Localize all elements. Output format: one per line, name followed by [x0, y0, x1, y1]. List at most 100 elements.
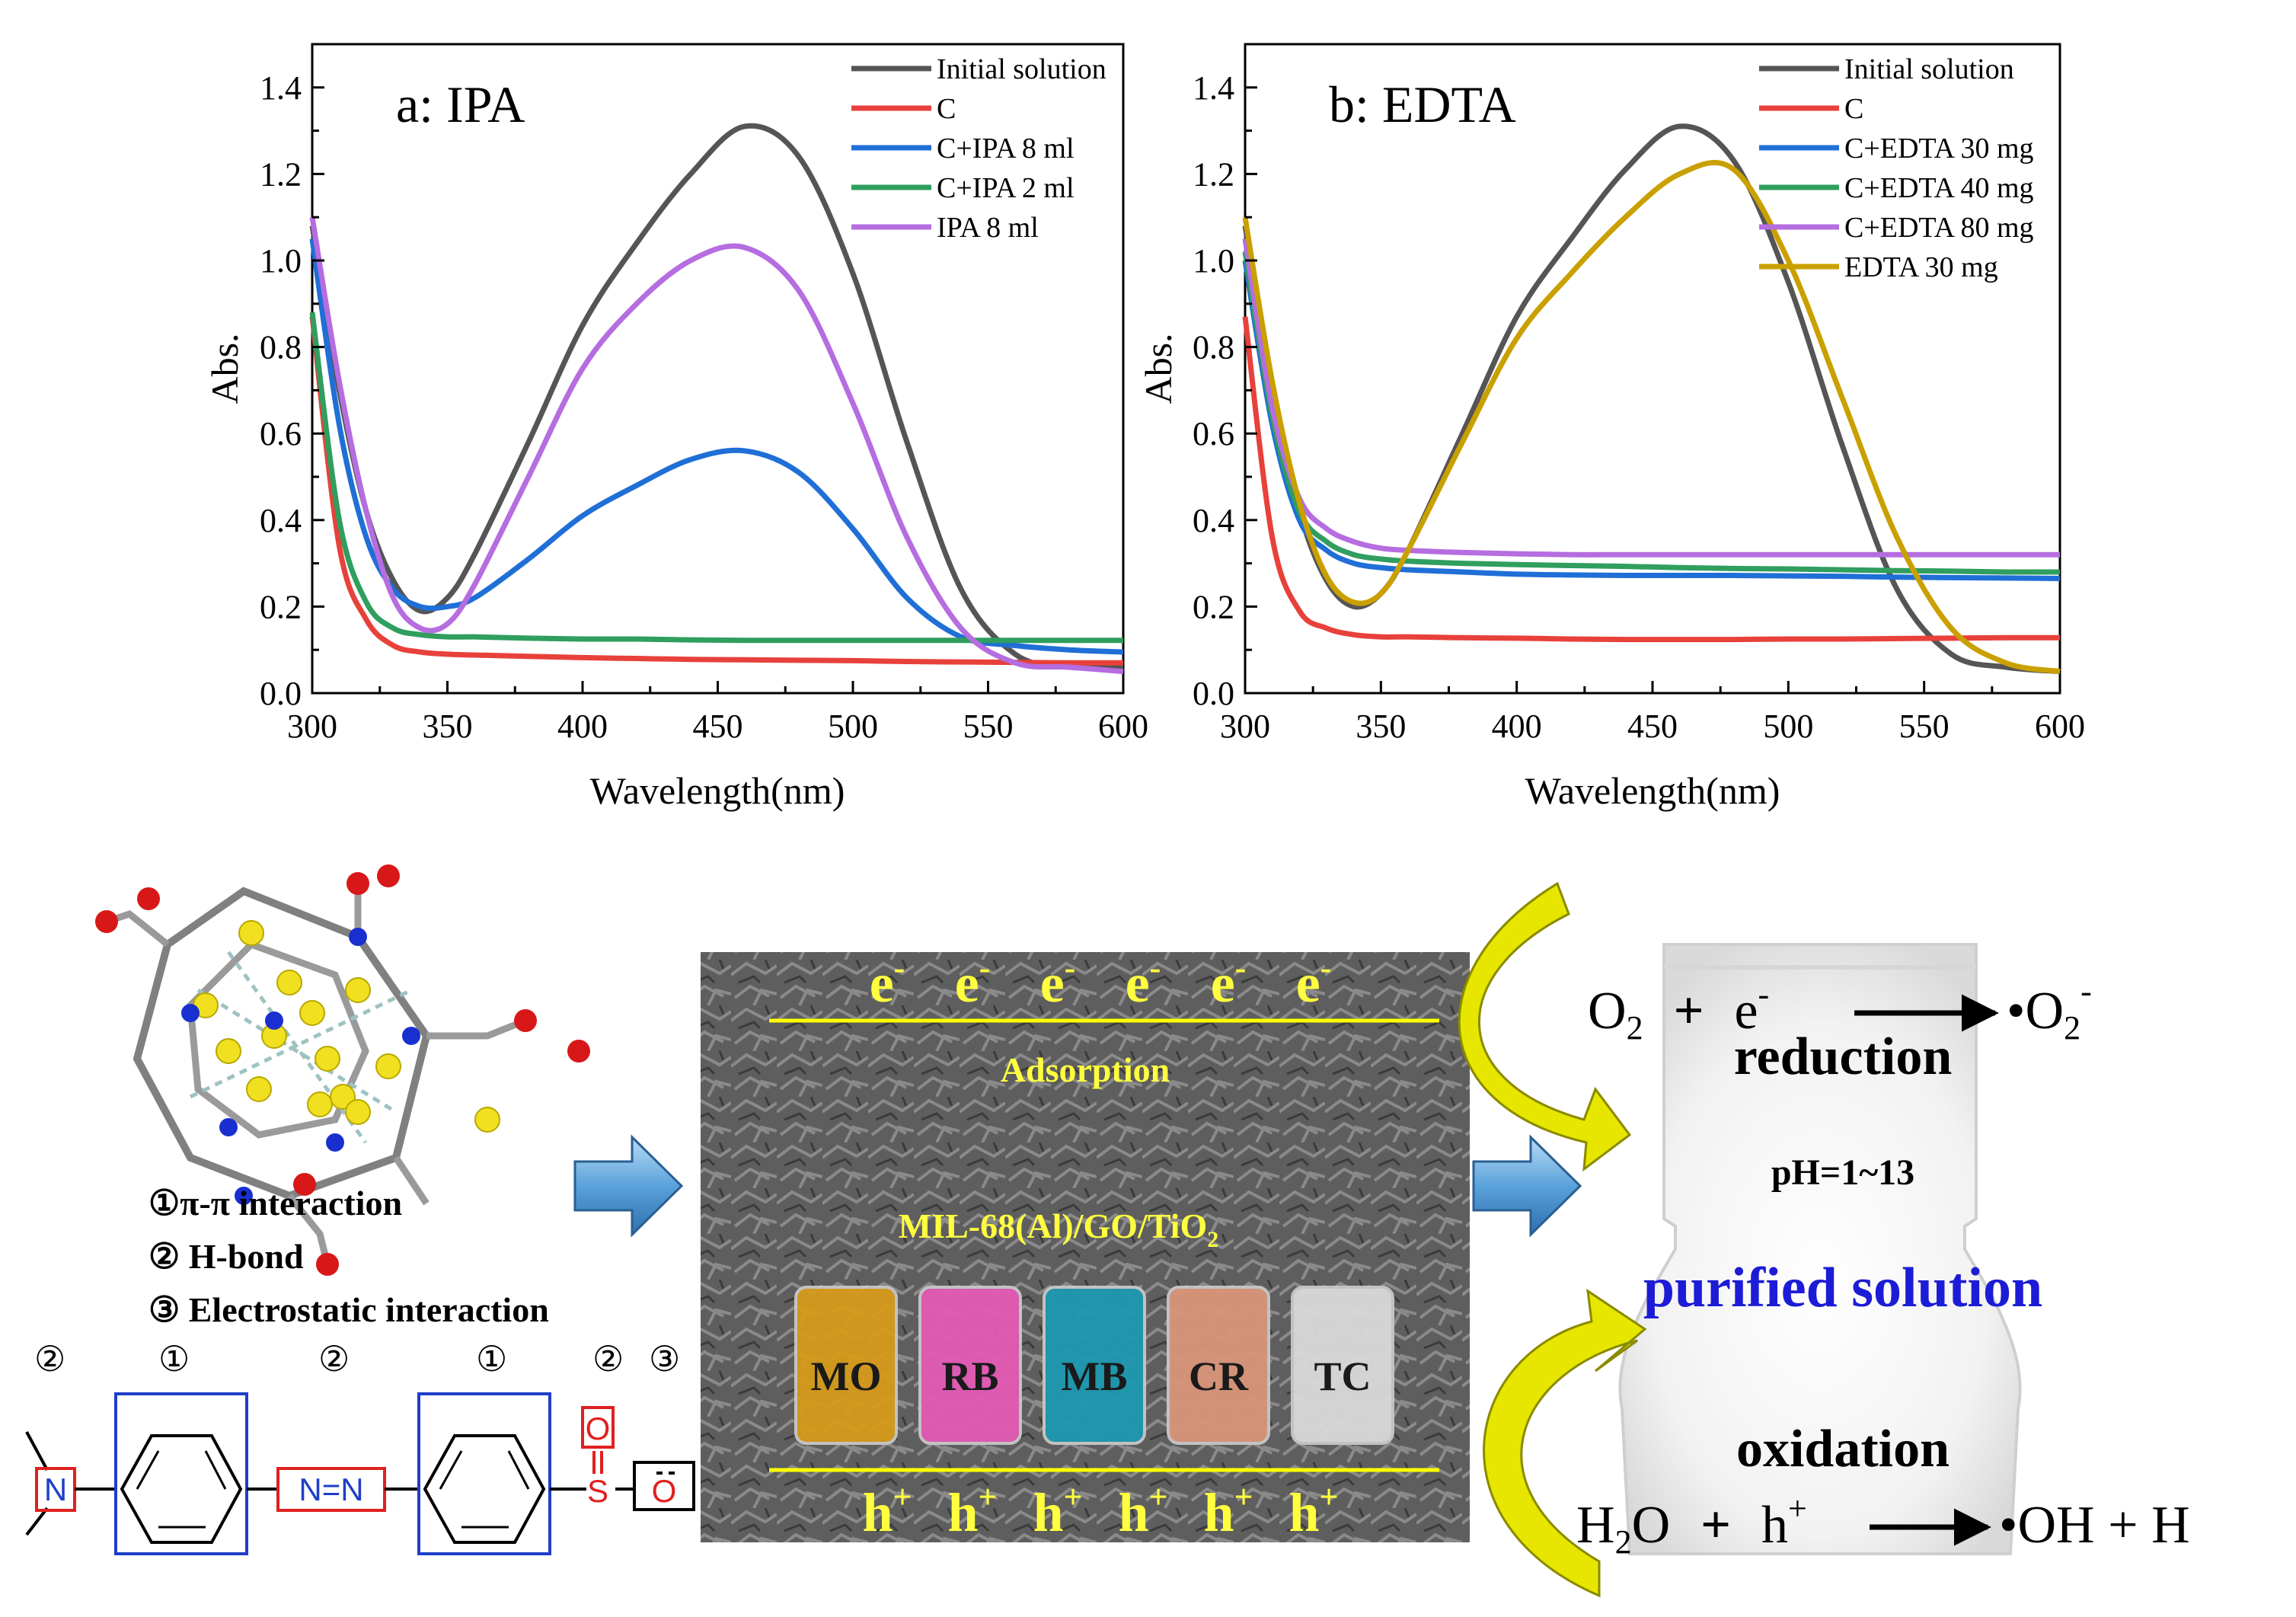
chart-1-legend-label-5: EDTA 30 mg	[1844, 251, 1998, 283]
chart-0-series-1	[309, 316, 1124, 666]
dye-vials: MO RB MB CR TC	[794, 1286, 1394, 1445]
sulfur-atom	[345, 1099, 371, 1125]
site-marker-n: ②	[34, 1340, 65, 1379]
chart-0-xtick-label: 400	[557, 708, 608, 745]
vial-mo	[794, 1286, 898, 1445]
chart-1-legend-label-1: C	[1844, 93, 1863, 125]
chart-0-xtick-label: 550	[963, 708, 1014, 745]
chart-0-xtick-label: 300	[287, 708, 337, 745]
sem-image-background	[701, 952, 1470, 1542]
chart-1-ytick-label: 0.8	[1193, 329, 1234, 366]
oxygen-atom	[316, 1253, 339, 1276]
benzene-ring-1	[120, 1434, 243, 1544]
chart-b-legend: Initial solution C C+EDTA 30 mg C+EDTA 40 m…	[1759, 53, 2034, 283]
chart-1-ytick-label: 1.4	[1193, 69, 1234, 107]
chart-b-xlabel: Wavelength(nm)	[1525, 769, 1780, 812]
chart-0-ytick-label: 1.2	[260, 155, 302, 193]
chart-1-xtick-label: 400	[1492, 708, 1542, 745]
purified-solution-label: purified solution	[1643, 1257, 2042, 1319]
chart-0-xtick-label: 600	[1098, 708, 1148, 745]
vial-cr	[1167, 1286, 1270, 1445]
chart-a: 300 350 400 450 500 550 600 0.0 0.2 0.4 0.6 0.8 1.0 1…	[203, 43, 1148, 812]
catalyst-label: MIL-68(Al)/GO/TiO2	[899, 1206, 1219, 1252]
site-marker-azo: ②	[318, 1340, 350, 1379]
chart-1-ytick-label: 1.0	[1193, 242, 1234, 280]
oxygen-atom	[377, 864, 400, 887]
methyl-orange-molecule: N N=N O S O	[25, 1392, 695, 1555]
arrow-to-solution	[1472, 1134, 1582, 1238]
chart-1-legend-label-2: C+EDTA 30 mg	[1844, 133, 2034, 165]
sulfur-atom	[246, 1076, 272, 1102]
interaction-h-bond: ② H-bond	[148, 1237, 304, 1276]
chart-1-xtick-label: 300	[1220, 708, 1270, 745]
s-o-double-bond	[592, 1451, 603, 1474]
ring-1-double-bonds	[136, 1450, 227, 1529]
vial-mb	[1043, 1286, 1146, 1445]
sulfur-atom	[238, 920, 264, 946]
interaction-electrostatic: ③ Electrostatic interaction	[148, 1290, 549, 1329]
chart-b-series-layer	[1242, 123, 2061, 675]
vial-label-mo: MO	[811, 1353, 882, 1399]
chart-1-series-2	[1242, 260, 2061, 581]
flask-outline	[1618, 943, 2022, 1555]
o-top-box	[581, 1406, 615, 1449]
o-top-atom: O	[586, 1411, 611, 1446]
site-marker-ring-2: ①	[476, 1340, 507, 1379]
chart-0-legend-label-3: C+IPA 2 ml	[937, 172, 1075, 204]
sulfur-atom	[216, 1038, 241, 1064]
chart-1-ytick-label: 0.6	[1193, 415, 1234, 452]
electron-0: e-	[870, 949, 905, 1014]
chart-0-legend-label-1: C	[937, 93, 956, 125]
azo-group: N=N	[299, 1472, 363, 1507]
chart-0-ytick-label: 1.4	[260, 69, 302, 107]
arrow-to-catalyst	[573, 1134, 684, 1238]
oxygen-atom	[95, 910, 118, 933]
aluminium-atom	[219, 1118, 238, 1136]
sulfur-atom	[474, 1107, 500, 1133]
chart-0-ytick-label: 0.4	[260, 502, 302, 539]
chart-1-ytick-label: 0.4	[1193, 502, 1234, 539]
superoxide-radical: •O2-	[2007, 973, 2092, 1047]
chart-1-ytick-label: 0.2	[1193, 588, 1234, 625]
site-marker-so3: ②	[592, 1340, 624, 1379]
hole-transfer-arrow	[1483, 1288, 1647, 1598]
chart-a-ylabel: Abs.	[203, 333, 246, 404]
vial-label-rb: RB	[941, 1353, 998, 1399]
mof-atoms	[95, 864, 590, 1276]
oxygen-atom	[137, 887, 160, 910]
s-atom: S	[587, 1473, 608, 1509]
mof-linkers	[105, 891, 527, 1266]
chart-b-title: b: EDTA	[1329, 75, 1516, 133]
sulfur-atom	[307, 1091, 333, 1117]
site-marker-o-minus: ③	[649, 1340, 680, 1379]
interaction-list: ①π-π interaction ② H-bond ③ Electrostati…	[148, 1184, 549, 1329]
n-atom: N	[44, 1472, 67, 1507]
chart-b: 300 350 400 450 500 550 600 0.0 0.2 0.4 0.6 0.8 1.0 1…	[1137, 43, 2085, 812]
methyl-bonds	[25, 1431, 49, 1536]
adsorption-label: Adsorption	[1001, 1050, 1170, 1089]
chart-1-xtick-label: 350	[1356, 708, 1406, 745]
vial-label-mb: MB	[1062, 1353, 1128, 1399]
chart-1-ytick-label: 0.0	[1193, 675, 1234, 712]
o-minus-box	[633, 1461, 695, 1511]
aluminium-atom	[349, 928, 367, 946]
chart-0-xtick-label: 450	[693, 708, 743, 745]
aluminium-atom	[265, 1011, 283, 1030]
vial-rb	[918, 1286, 1022, 1445]
chart-1-series-4	[1242, 238, 2060, 558]
aluminium-atom	[235, 1187, 253, 1205]
chart-1-series-3	[1242, 251, 2061, 575]
chart-0-series-0	[309, 123, 1124, 671]
chart-1-ytick-label: 1.2	[1193, 155, 1234, 193]
sulfur-atom	[315, 1046, 340, 1072]
oxygen-atom	[293, 1173, 316, 1196]
vial-label-cr: CR	[1189, 1353, 1249, 1399]
chart-0-ytick-label: 0.2	[260, 588, 302, 625]
chart-0-xtick-label: 350	[423, 708, 473, 745]
oxidation-equation: H2O + h+	[1576, 1490, 1807, 1561]
sulfur-atom	[345, 977, 371, 1003]
ph-range-label: pH=1~13	[1771, 1152, 1914, 1193]
chart-0-legend-label-2: C+IPA 8 ml	[937, 133, 1075, 165]
chart-1-xtick-label: 500	[1763, 708, 1813, 745]
